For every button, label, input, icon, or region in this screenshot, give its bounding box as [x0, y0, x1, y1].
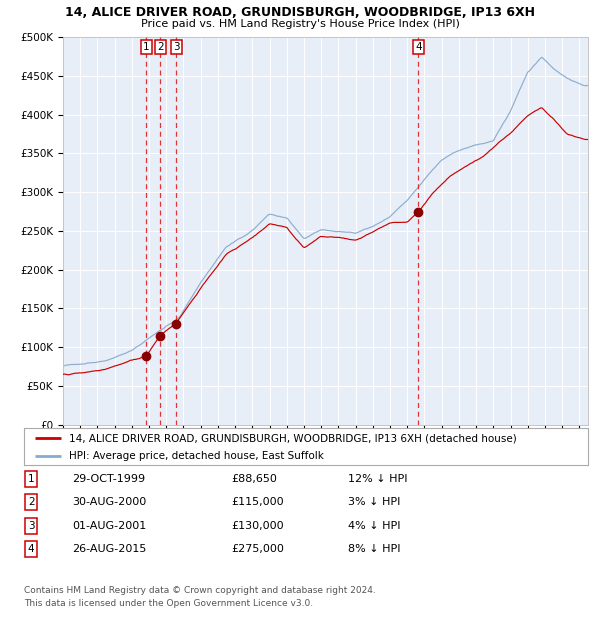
Text: 01-AUG-2001: 01-AUG-2001	[72, 521, 146, 531]
Text: 2: 2	[157, 42, 164, 52]
Text: 26-AUG-2015: 26-AUG-2015	[72, 544, 146, 554]
Text: 2: 2	[28, 497, 35, 507]
Text: 4% ↓ HPI: 4% ↓ HPI	[348, 521, 401, 531]
Text: 4: 4	[415, 42, 422, 52]
Text: 8% ↓ HPI: 8% ↓ HPI	[348, 544, 401, 554]
Text: 3: 3	[173, 42, 179, 52]
Text: 29-OCT-1999: 29-OCT-1999	[72, 474, 145, 484]
Text: 1: 1	[143, 42, 149, 52]
Text: £115,000: £115,000	[231, 497, 284, 507]
Text: HPI: Average price, detached house, East Suffolk: HPI: Average price, detached house, East…	[69, 451, 324, 461]
Text: £130,000: £130,000	[231, 521, 284, 531]
Text: 14, ALICE DRIVER ROAD, GRUNDISBURGH, WOODBRIDGE, IP13 6XH (detached house): 14, ALICE DRIVER ROAD, GRUNDISBURGH, WOO…	[69, 433, 517, 443]
Text: 12% ↓ HPI: 12% ↓ HPI	[348, 474, 407, 484]
Text: 3: 3	[28, 521, 35, 531]
Text: £88,650: £88,650	[231, 474, 277, 484]
Text: 1: 1	[28, 474, 35, 484]
Text: This data is licensed under the Open Government Licence v3.0.: This data is licensed under the Open Gov…	[24, 598, 313, 608]
Text: 14, ALICE DRIVER ROAD, GRUNDISBURGH, WOODBRIDGE, IP13 6XH: 14, ALICE DRIVER ROAD, GRUNDISBURGH, WOO…	[65, 6, 535, 19]
Text: 30-AUG-2000: 30-AUG-2000	[72, 497, 146, 507]
Text: 4: 4	[28, 544, 35, 554]
Text: Price paid vs. HM Land Registry's House Price Index (HPI): Price paid vs. HM Land Registry's House …	[140, 19, 460, 29]
Text: £275,000: £275,000	[231, 544, 284, 554]
Text: 3% ↓ HPI: 3% ↓ HPI	[348, 497, 400, 507]
Text: Contains HM Land Registry data © Crown copyright and database right 2024.: Contains HM Land Registry data © Crown c…	[24, 586, 376, 595]
